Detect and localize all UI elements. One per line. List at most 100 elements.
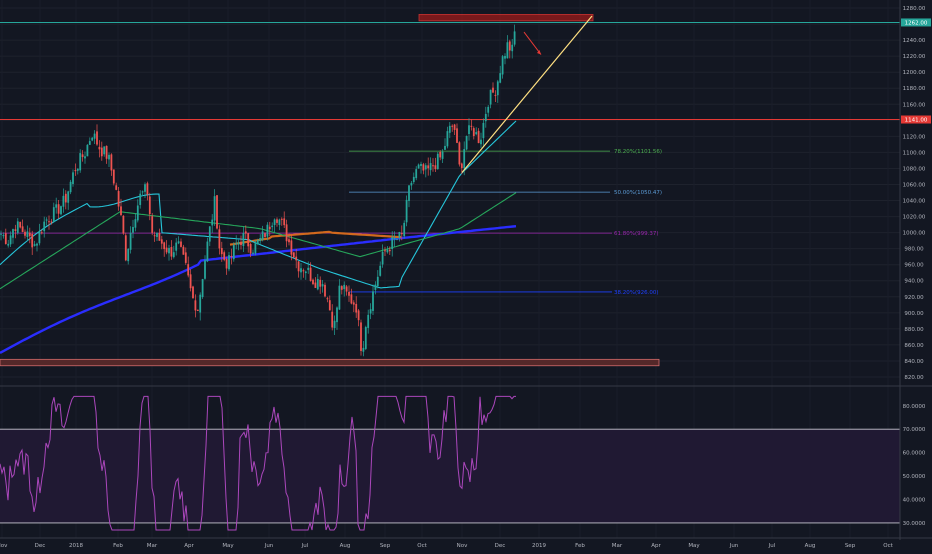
candle-body bbox=[93, 133, 96, 139]
trend-line bbox=[461, 15, 593, 173]
candle-body bbox=[501, 56, 504, 75]
candle-body bbox=[496, 81, 499, 96]
candle-body bbox=[393, 237, 396, 240]
time-tick-label: Nov bbox=[0, 543, 8, 549]
candle-body bbox=[105, 145, 108, 159]
candle-body bbox=[160, 239, 163, 244]
price-tick-label: 1220.00 bbox=[903, 54, 926, 60]
candle-body bbox=[487, 106, 490, 113]
candle-body bbox=[381, 251, 384, 265]
ma-20-line bbox=[0, 192, 517, 290]
candle-body bbox=[52, 207, 55, 222]
candle-body bbox=[194, 300, 197, 311]
candle-body bbox=[333, 320, 336, 328]
price-tick-label: 1020.00 bbox=[903, 215, 926, 221]
candle-body bbox=[513, 31, 516, 45]
candle-body bbox=[256, 239, 259, 244]
candle-body bbox=[45, 219, 48, 221]
rsi-tick-label: 80.0000 bbox=[903, 404, 926, 410]
time-tick-label: Feb bbox=[113, 543, 123, 549]
candle-body bbox=[302, 270, 305, 272]
rsi-tick-label: 50.0000 bbox=[903, 474, 926, 480]
candle-body bbox=[415, 169, 418, 179]
candle-body bbox=[396, 239, 398, 241]
candle-body bbox=[33, 244, 36, 246]
candle-body bbox=[244, 231, 247, 234]
candle-body bbox=[0, 233, 2, 235]
candle-body bbox=[76, 168, 79, 171]
candle-body bbox=[422, 164, 425, 171]
candle-body bbox=[81, 154, 84, 158]
candle-body bbox=[7, 243, 10, 246]
candle-body bbox=[350, 294, 353, 304]
candle-body bbox=[405, 199, 408, 223]
time-tick-label: Nov bbox=[457, 543, 468, 549]
candle-body bbox=[376, 276, 379, 287]
candle-body bbox=[460, 163, 463, 169]
candle-body bbox=[400, 233, 403, 235]
candle-body bbox=[472, 128, 475, 137]
candle-body bbox=[316, 278, 319, 290]
candle-body bbox=[168, 247, 170, 254]
candle-body bbox=[12, 229, 14, 238]
candle-body bbox=[264, 233, 266, 238]
candle-body bbox=[458, 142, 461, 165]
candle-body bbox=[357, 310, 360, 321]
price-tick-label: 1120.00 bbox=[903, 134, 926, 140]
candle-body bbox=[218, 229, 221, 249]
candle-body bbox=[266, 224, 269, 237]
candle-body bbox=[196, 309, 199, 311]
price-tick-label: 1280.00 bbox=[903, 6, 926, 12]
fib-level-label: 50.00%(1050.47) bbox=[614, 190, 662, 196]
rsi-tick-label: 70.0000 bbox=[903, 427, 926, 433]
candle-body bbox=[417, 164, 420, 169]
candle-body bbox=[367, 314, 370, 328]
rsi-band-fill bbox=[0, 429, 900, 523]
price-tick-label: 900.00 bbox=[904, 311, 924, 317]
candle-body bbox=[268, 226, 271, 230]
candle-body bbox=[60, 206, 62, 215]
candle-body bbox=[441, 151, 444, 159]
price-tick-label: 920.00 bbox=[904, 295, 924, 301]
candle-body bbox=[208, 226, 211, 242]
candle-body bbox=[300, 268, 302, 273]
candle-body bbox=[84, 156, 86, 159]
candle-body bbox=[489, 89, 492, 105]
candle-body bbox=[136, 205, 139, 221]
candle-body bbox=[98, 146, 101, 150]
candle-body bbox=[504, 55, 506, 59]
candle-body bbox=[201, 279, 204, 298]
candle-body bbox=[456, 128, 458, 143]
time-tick-label: Dec bbox=[495, 543, 506, 549]
candle-body bbox=[261, 231, 264, 240]
candle-body bbox=[427, 165, 430, 169]
price-tag bbox=[901, 18, 931, 27]
rsi-tick-label: 30.0000 bbox=[903, 521, 926, 527]
time-tick-label: Jul bbox=[768, 543, 776, 549]
candle-body bbox=[297, 261, 300, 272]
candle-body bbox=[144, 184, 146, 192]
candle-body bbox=[336, 307, 338, 323]
candle-body bbox=[494, 94, 497, 96]
candle-body bbox=[384, 250, 386, 252]
candle-body bbox=[290, 240, 293, 255]
ma-50-line bbox=[0, 120, 517, 289]
arrow-line bbox=[523, 31, 542, 55]
candle-body bbox=[331, 311, 334, 328]
candle-body bbox=[74, 170, 77, 172]
candle-body bbox=[338, 285, 341, 310]
candle-body bbox=[21, 226, 24, 232]
candle-body bbox=[57, 204, 60, 214]
price-tick-label: 940.00 bbox=[904, 279, 924, 285]
candle-body bbox=[139, 193, 142, 205]
candle-body bbox=[230, 256, 233, 258]
candle-body bbox=[463, 149, 466, 169]
candle-body bbox=[216, 195, 218, 229]
candle-body bbox=[204, 260, 206, 279]
candle-body bbox=[88, 141, 91, 145]
candle-body bbox=[252, 252, 254, 254]
candle-body bbox=[506, 42, 509, 59]
